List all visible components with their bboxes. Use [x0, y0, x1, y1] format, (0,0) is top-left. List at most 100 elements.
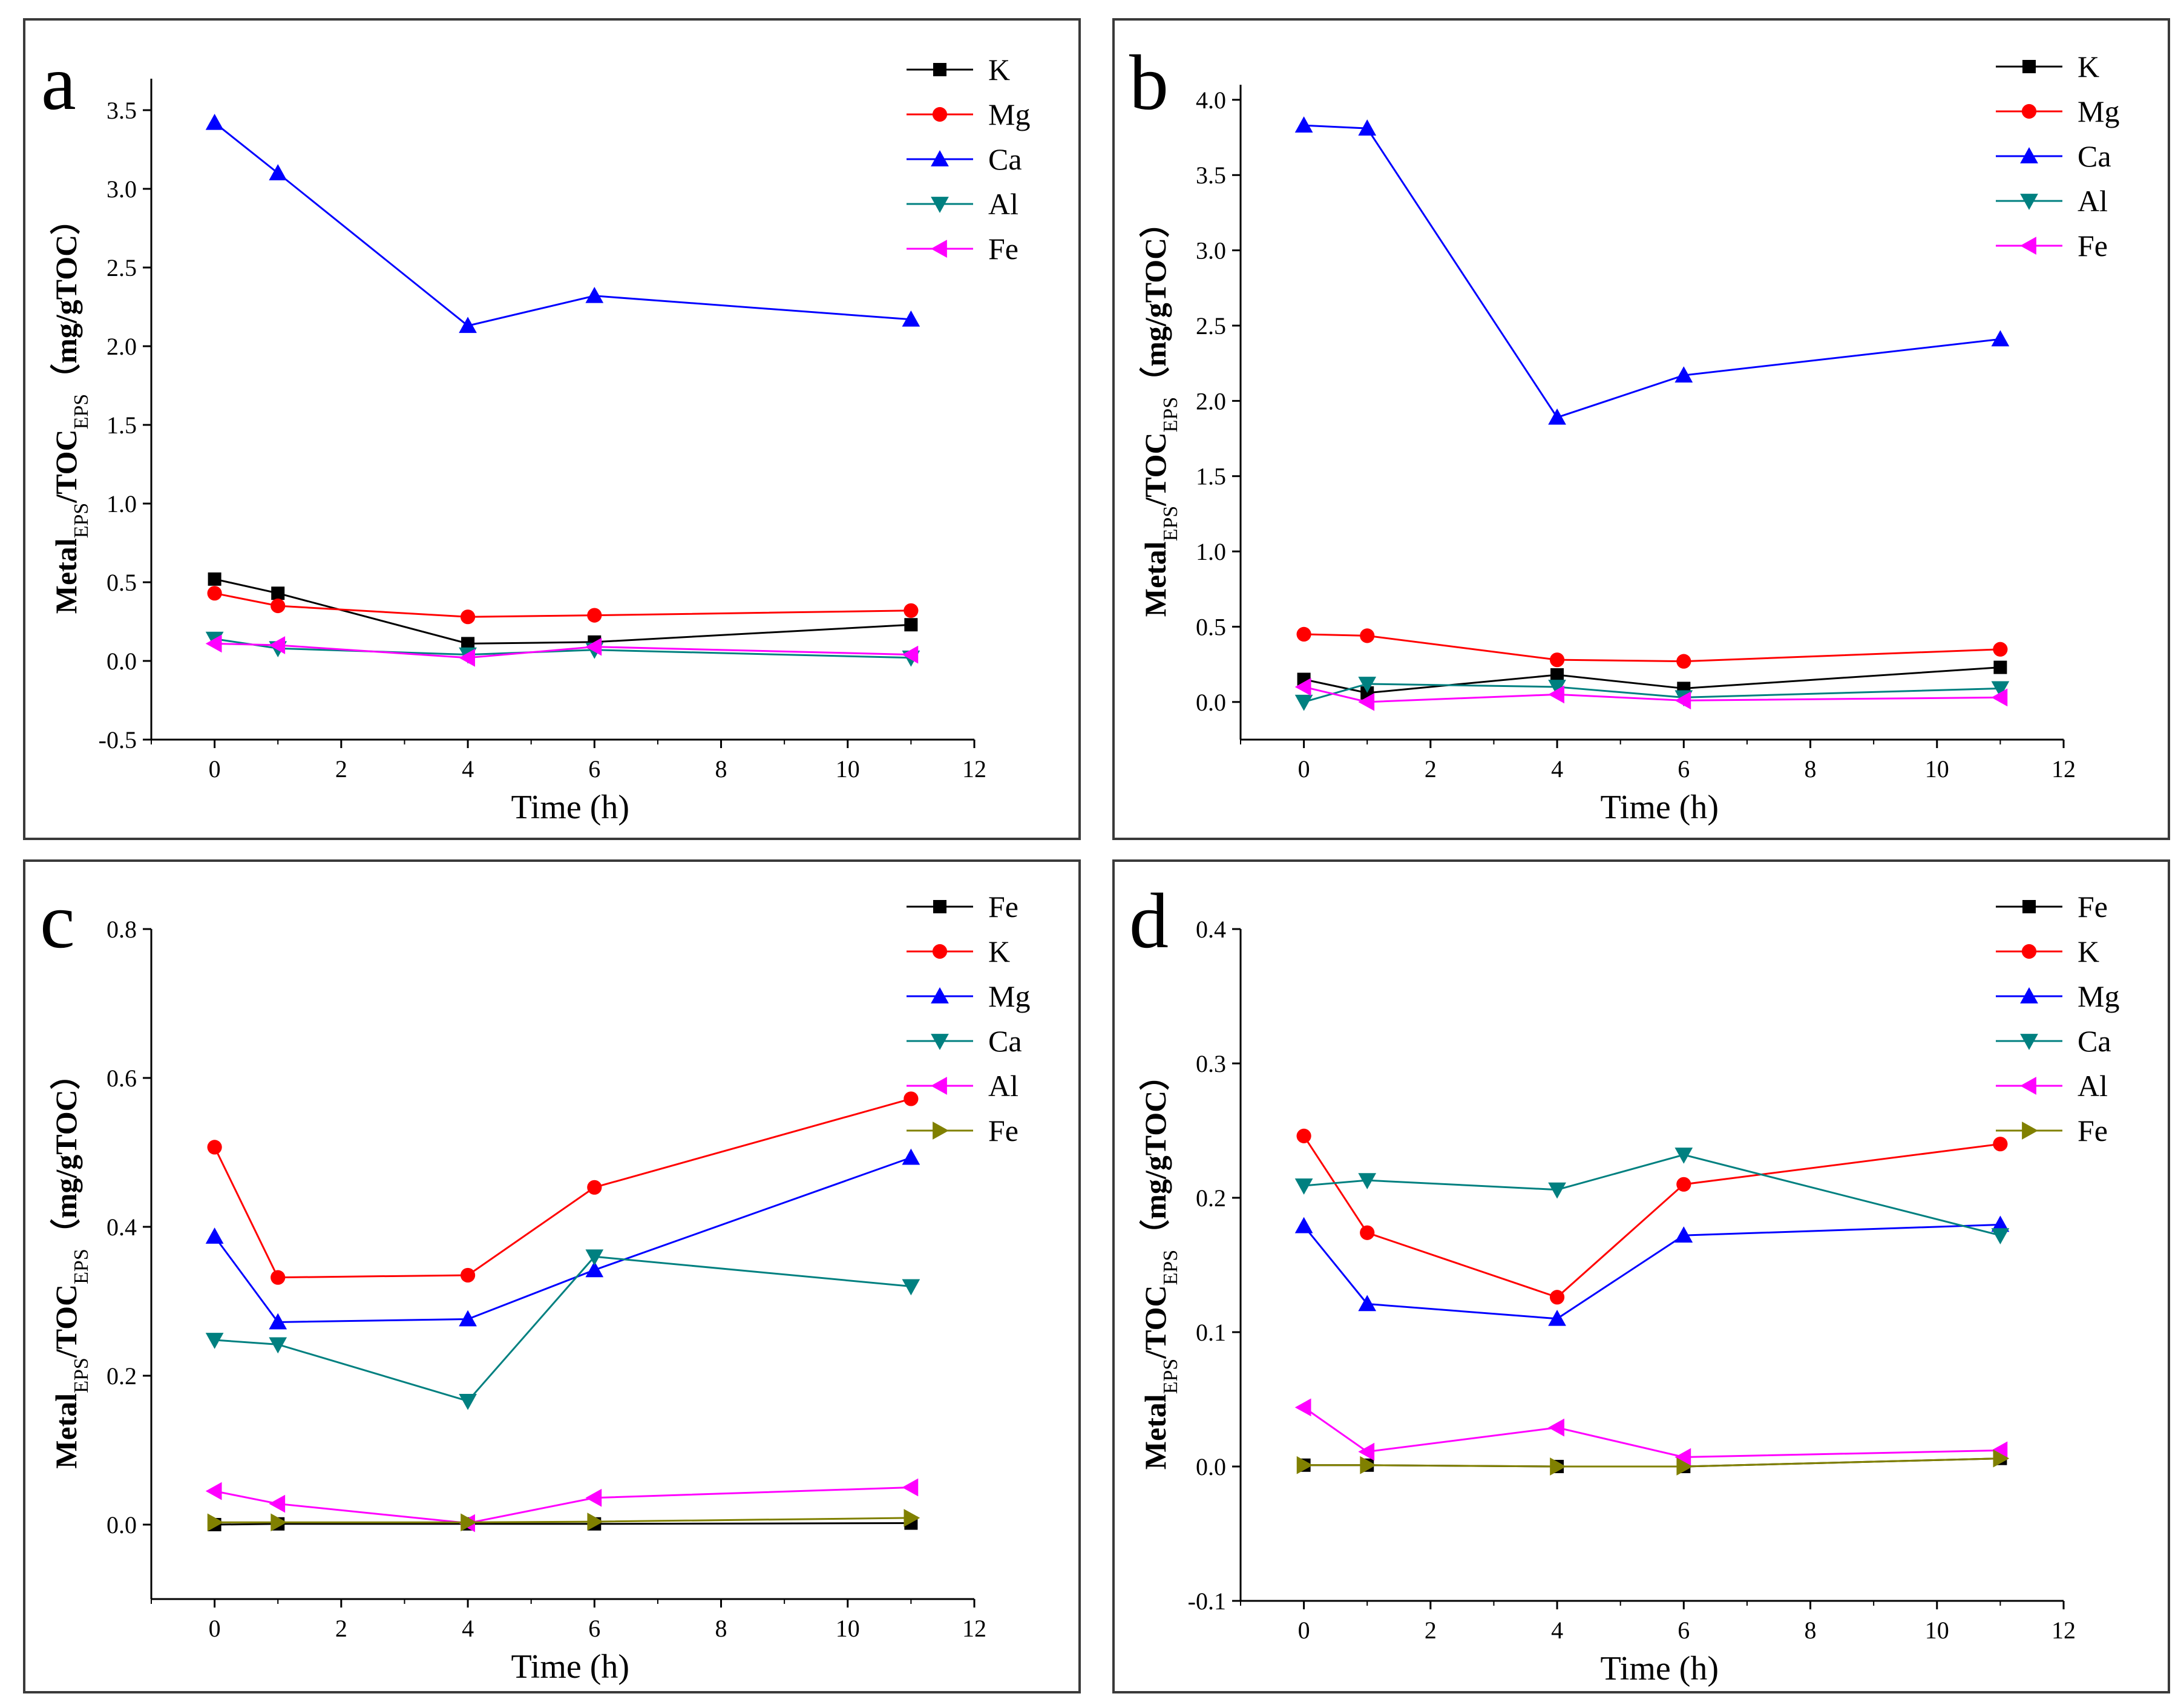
x-tick-label: 4: [462, 1615, 474, 1642]
data-point: [585, 1249, 604, 1266]
legend-marker: [931, 1034, 949, 1050]
legend-entry: Mg: [907, 979, 1030, 1013]
data-point: [1296, 1128, 1311, 1143]
data-point: [1674, 1226, 1693, 1243]
legend-entry: Fe: [1996, 1114, 2108, 1148]
x-axis-label: Time (h): [1601, 789, 1719, 826]
x-tick-label: 6: [588, 1615, 600, 1642]
legend-marker: [931, 197, 949, 213]
legend-label: K: [2078, 50, 2099, 84]
data-point: [1550, 668, 1564, 682]
data-point: [585, 286, 604, 303]
series-line: [1304, 1457, 2001, 1468]
data-point: [1676, 1177, 1691, 1192]
y-tick-label: 3.0: [107, 176, 137, 203]
data-point: [1993, 660, 2007, 674]
data-point: [1358, 692, 1375, 711]
data-point: [1294, 1178, 1313, 1195]
data-point: [1294, 116, 1313, 133]
data-point: [207, 586, 222, 601]
y-tick-label: -0.1: [1188, 1588, 1226, 1615]
legend-marker: [2020, 237, 2036, 255]
x-tick-label: 2: [1425, 1617, 1437, 1644]
legend-entry: Mg: [1996, 979, 2119, 1013]
legend-marker: [2020, 147, 2038, 163]
x-tick-label: 2: [335, 755, 347, 783]
panel-letter: d: [1129, 878, 1169, 965]
legend-entry: K: [907, 53, 1010, 87]
series-k: [1296, 1128, 2008, 1305]
y-axis-label: MetalEPS/TOCEPS（mg/gTOC）: [49, 1059, 93, 1468]
data-point: [205, 113, 224, 130]
x-tick-label: 12: [962, 755, 986, 783]
y-tick-label: 0.4: [1196, 916, 1226, 943]
series-line: [1304, 1154, 2001, 1237]
legend-label: Ca: [2078, 139, 2111, 173]
x-tick-label: 6: [1678, 1617, 1690, 1644]
legend-marker: [2020, 194, 2038, 210]
x-tick-label: 4: [462, 755, 474, 783]
data-point: [205, 634, 222, 653]
legend-label: K: [988, 934, 1010, 968]
legend-label: Fe: [988, 890, 1018, 924]
data-point: [1548, 680, 1566, 696]
data-point: [269, 1313, 287, 1330]
series-line: [214, 1517, 911, 1523]
data-point: [1294, 1398, 1311, 1417]
chart-a: a 0 2 4 6 8 10 12 -0.5 0.0 0.5 1.0 1.5 2.0 2.5 3.0 3.5 Ti…: [41, 39, 1030, 826]
legend-marker: [2021, 103, 2037, 119]
chart-d: d 0 2 4 6 8 10 12 -0.1 0.0 0.1 0.2 0.3 0.4 Time (h) Met…: [1129, 878, 2119, 1687]
legend-entry: Al: [1996, 184, 2108, 218]
legend-label: Al: [988, 187, 1018, 221]
panel-a: a 0 2 4 6 8 10 12 -0.5 0.0 0.5 1.0 1.5 2.0 2.5 3.0 3.5 Ti…: [23, 18, 1081, 840]
legend-marker: [2020, 1034, 2038, 1050]
panel-letter: c: [40, 878, 75, 965]
legend: K Mg Ca Al Fe: [1996, 50, 2119, 263]
legend-marker: [932, 944, 948, 959]
data-point: [1548, 685, 1564, 704]
data-point: [1550, 1457, 1566, 1476]
legend-marker: [933, 900, 946, 913]
y-tick-label: 3.0: [1196, 237, 1226, 264]
series-k: [1297, 660, 2007, 700]
x-tick-label: 8: [1805, 755, 1817, 783]
y-tick-label: 2.5: [1196, 312, 1226, 340]
data-point: [1360, 1225, 1375, 1240]
data-point: [1548, 1418, 1564, 1437]
series-mg: [1296, 626, 2008, 669]
series-mg: [1294, 1215, 2010, 1326]
legend-entry: Fe: [1996, 890, 2108, 924]
data-point: [1676, 654, 1691, 669]
series-line: [214, 122, 911, 327]
y-tick-label: 0.5: [1196, 613, 1226, 640]
data-point: [1549, 1290, 1565, 1305]
legend-marker: [2022, 900, 2036, 913]
y-tick-label: 2.0: [107, 333, 137, 360]
data-point: [459, 317, 477, 333]
legend-entry: Fe: [907, 232, 1018, 266]
legend-entry: Fe: [907, 890, 1018, 924]
panel-letter: a: [41, 39, 76, 126]
x-tick-label: 0: [1298, 755, 1310, 783]
y-tick-label: 0.2: [107, 1362, 137, 1390]
legend-label: Mg: [988, 97, 1030, 131]
series-line: [214, 1157, 911, 1323]
data-point: [1991, 1441, 2008, 1460]
legend-entry: Mg: [907, 97, 1030, 131]
data-point: [1358, 119, 1377, 136]
data-point: [1358, 1173, 1377, 1189]
legend-marker: [2022, 1122, 2038, 1140]
data-point: [904, 618, 918, 632]
legend-marker: [931, 240, 947, 258]
x-tick-label: 2: [335, 1615, 347, 1642]
x-tick-label: 8: [1805, 1617, 1817, 1644]
x-tick-label: 0: [209, 1615, 221, 1642]
data-point: [904, 603, 919, 618]
data-point: [1674, 1448, 1691, 1467]
data-point: [1549, 652, 1565, 668]
x-tick-label: 6: [1678, 755, 1690, 783]
panel-c: c 0 2 4 6 8 10 12 0.0 0.2 0.4 0.6 0.8 Time (h) MetalEP…: [23, 859, 1081, 1693]
data-point: [1296, 626, 1311, 642]
legend-label: Al: [2078, 184, 2108, 218]
data-point: [271, 586, 285, 600]
